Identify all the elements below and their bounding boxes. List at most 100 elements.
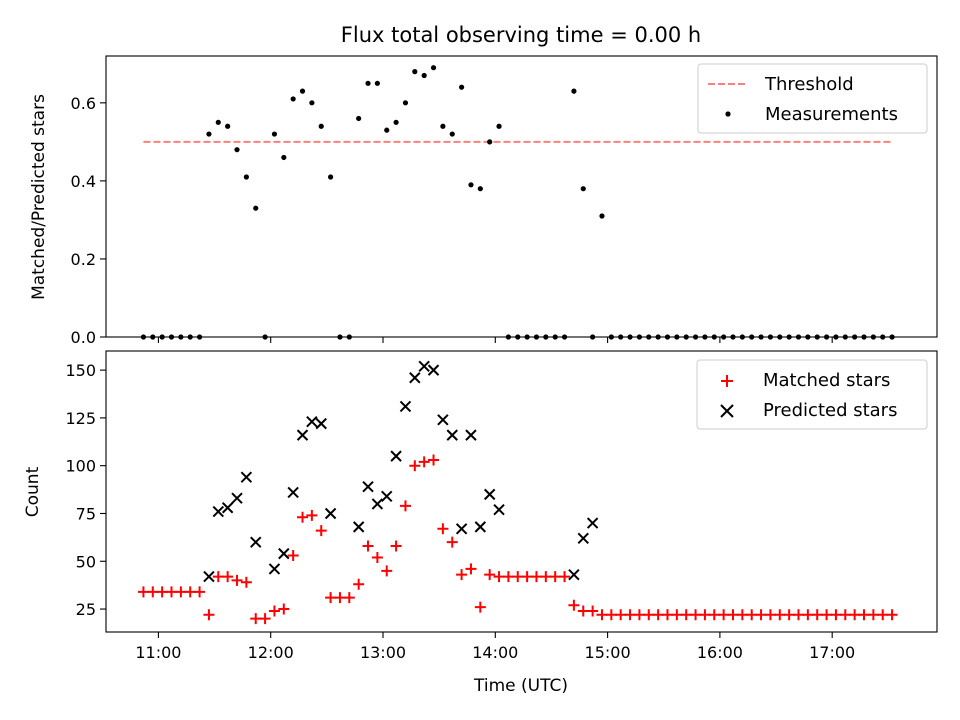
measurement-point xyxy=(496,123,502,129)
panel-count: Count Time (UTC) 25 50 75 100 125 150 11:00 12… xyxy=(23,350,938,696)
measurement-point xyxy=(449,131,455,137)
predicted-point xyxy=(203,570,215,583)
matched-point xyxy=(456,569,468,581)
matched-point xyxy=(493,571,505,583)
matched-point xyxy=(774,609,786,621)
matched-point xyxy=(315,525,327,537)
plot-frame-ratio xyxy=(105,55,938,338)
matched-point xyxy=(353,578,365,590)
matched-point xyxy=(259,613,271,625)
matched-point xyxy=(418,456,430,468)
matched-point xyxy=(690,609,702,621)
measurement-series xyxy=(140,65,895,340)
matched-point xyxy=(680,609,692,621)
matched-point xyxy=(615,609,627,621)
predicted-point xyxy=(493,503,505,516)
matched-point xyxy=(278,603,290,615)
matched-point xyxy=(661,609,673,621)
predicted-point xyxy=(231,492,243,504)
matched-point xyxy=(240,576,252,588)
y-tick-label: 150 xyxy=(65,361,96,380)
matched-point xyxy=(465,563,477,575)
y-axis-label-ratio: Matched/Predicted stars xyxy=(29,94,49,300)
matched-point xyxy=(399,500,411,512)
y-tick-label: 0.0 xyxy=(71,328,96,347)
measurement-point xyxy=(318,123,324,129)
predicted-point xyxy=(586,517,599,529)
legend-box-ratio xyxy=(697,63,928,134)
x-tick-label: 17:00 xyxy=(809,643,855,662)
measurement-point xyxy=(393,119,399,125)
matched-point xyxy=(559,571,571,583)
measurement-point xyxy=(580,186,586,192)
matched-point xyxy=(381,565,393,577)
matched-point xyxy=(746,609,758,621)
measurement-point xyxy=(327,174,334,180)
x-axis-label: Time (UTC) xyxy=(473,676,568,696)
matched-point xyxy=(540,571,552,583)
predicted-point xyxy=(577,532,589,545)
matched-point xyxy=(877,609,889,621)
x-tick-label: 14:00 xyxy=(472,643,518,662)
x-tick-label: 13:00 xyxy=(360,643,406,662)
measurement-point xyxy=(459,84,465,90)
measurement-point xyxy=(477,186,483,192)
matched-point xyxy=(605,609,617,621)
matched-point xyxy=(821,609,833,621)
measurement-point xyxy=(440,123,446,129)
measurement-point xyxy=(430,65,437,71)
legend-measurements-swatch xyxy=(725,111,731,117)
matched-point xyxy=(512,571,524,583)
matched-point xyxy=(147,586,159,598)
y-ticks-ratio: 0.0 0.2 0.4 0.6 xyxy=(71,94,106,347)
measurement-point xyxy=(412,69,418,75)
matched-point xyxy=(194,586,206,598)
measurement-point xyxy=(206,131,212,137)
x-tick-label: 16:00 xyxy=(697,643,743,662)
matched-point xyxy=(446,536,458,548)
measurement-point xyxy=(365,80,371,86)
x-ticks-count: 11:00 12:00 13:00 14:00 15:00 16:00 17:00 xyxy=(135,632,855,662)
legend-count: Matched stars Predicted stars xyxy=(696,359,928,430)
matched-point xyxy=(474,601,486,613)
matched-point xyxy=(643,609,655,621)
matched-point xyxy=(390,540,402,552)
legend-measurements-label: Measurements xyxy=(765,104,898,125)
y-tick-label: 75 xyxy=(76,504,96,523)
matched-point xyxy=(587,605,599,617)
matched-point xyxy=(250,613,262,625)
matched-point xyxy=(212,571,224,583)
matched-point xyxy=(699,609,711,621)
measurement-point xyxy=(309,100,315,106)
y-tick-label: 0.2 xyxy=(71,250,96,269)
legend-predicted-swatch xyxy=(720,404,734,418)
predicted-point xyxy=(483,488,496,501)
matched-point xyxy=(811,609,823,621)
matched-point xyxy=(484,569,496,581)
predicted-point xyxy=(306,416,318,428)
matched-point xyxy=(231,574,243,586)
measurement-point xyxy=(290,96,296,102)
panel-ratio: Flux total observing time = 0.00 h Match… xyxy=(29,23,938,347)
predicted-series xyxy=(203,360,599,583)
matched-point xyxy=(203,609,215,621)
legend-matched-swatch xyxy=(721,375,733,387)
matched-point xyxy=(409,460,421,472)
matched-point xyxy=(671,609,683,621)
matched-point xyxy=(755,609,767,621)
matched-point xyxy=(839,609,851,621)
matched-point xyxy=(156,586,168,598)
matched-point xyxy=(297,511,309,523)
predicted-point xyxy=(278,547,290,560)
y-axis-label-count: Count xyxy=(23,466,43,517)
measurement-point xyxy=(234,147,240,153)
matched-point xyxy=(652,609,664,621)
legend-predicted-label: Predicted stars xyxy=(763,400,897,421)
predicted-point xyxy=(465,429,477,441)
matched-point xyxy=(886,609,898,621)
matched-point xyxy=(783,609,795,621)
matched-point xyxy=(596,609,608,621)
matched-point xyxy=(268,605,280,617)
measurement-point xyxy=(215,119,221,125)
x-tick-label: 11:00 xyxy=(135,643,181,662)
